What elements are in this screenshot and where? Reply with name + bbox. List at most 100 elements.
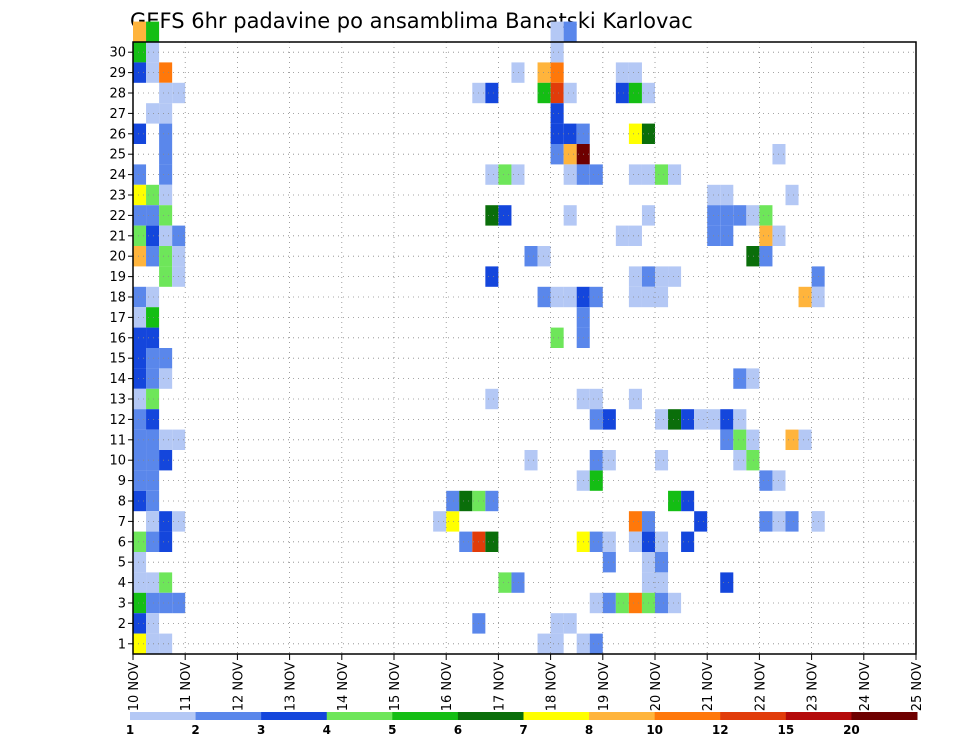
y-tick-label: 1 [118,637,126,652]
precip-cell [746,368,760,389]
precip-cell [655,592,669,614]
precip-cell [733,429,747,450]
colorbar-swatch [851,712,918,720]
precip-cell [537,286,551,308]
precip-cell [759,225,773,246]
precip-cell [589,470,603,491]
precip-cell [485,490,499,512]
precip-cell [746,205,760,226]
colorbar-swatch [392,712,459,720]
precip-cell [133,348,147,369]
precip-cell [602,592,616,614]
precip-cell [159,62,173,83]
precip-cell [498,205,512,226]
precip-cell [681,490,695,512]
precip-cell [550,286,564,308]
precip-cell [146,633,160,654]
precip-cell [146,470,160,491]
precip-cell [589,409,603,430]
precip-cell [133,42,147,63]
precip-cell [133,592,147,614]
precip-cell [159,205,173,226]
colorbar-label: 15 [777,723,794,737]
precip-cell [733,450,747,471]
precip-cell [720,429,734,450]
precip-cell [550,144,564,165]
colorbar-swatch [523,712,590,720]
precip-cell [628,286,642,308]
precip-cell [146,490,160,512]
x-tick-label: 17 NOV [492,662,507,711]
y-tick-label: 26 [109,127,126,142]
precip-cell [133,470,147,491]
precip-cell [589,286,603,308]
precip-cell [602,450,616,471]
colorbar-label: 1 [126,723,134,737]
y-tick-label: 9 [118,474,126,489]
x-tick-label: 25 NOV [910,662,925,711]
precip-cell [133,531,147,552]
precip-cell [133,552,147,573]
y-tick-label: 22 [109,209,126,224]
colorbar-swatch [261,712,328,720]
precip-cell [759,511,773,532]
y-tick-label: 21 [109,229,126,244]
chart-title: GEFS 6hr padavine po ansamblima Banatski… [130,9,693,33]
x-tick-label: 21 NOV [701,662,716,711]
precip-cell [498,164,512,185]
precip-cell [146,388,160,410]
precip-cell [694,409,708,430]
y-tick-label: 14 [109,372,126,387]
precip-cell [681,409,695,430]
precip-cell [628,266,642,287]
precip-cell [485,388,499,410]
y-tick-label: 7 [118,515,126,530]
precip-cell [146,613,160,634]
colorbar-label: 8 [585,723,593,737]
precip-cell [694,511,708,532]
precip-cell [146,184,160,206]
precip-cell [628,62,642,83]
precip-cell [655,572,669,593]
precip-cell [133,409,147,430]
precip-cell [615,225,629,246]
precip-cell [133,327,147,348]
y-tick-label: 2 [118,617,126,632]
precip-cell [146,592,160,614]
y-tick-label: 15 [109,352,126,367]
precip-cell [133,246,147,267]
x-tick-label: 22 NOV [753,662,768,711]
x-tick-label: 10 NOV [127,662,142,711]
precip-cell [133,368,147,389]
precip-cell [446,511,460,532]
precip-cell [485,531,499,552]
precip-cell [146,246,160,267]
precip-cell [655,531,669,552]
precip-cell [589,450,603,471]
plot-frame [132,41,917,655]
y-tick-label: 3 [118,597,126,612]
y-tick-label: 19 [109,270,126,285]
precip-cell [133,164,147,185]
precip-cell [146,327,160,348]
precip-cell [615,62,629,83]
precip-cell [615,592,629,614]
precip-cell [628,388,642,410]
precip-cell [589,633,603,654]
precip-cell [589,531,603,552]
precip-cell [550,82,564,104]
y-tick-label: 30 [109,46,126,61]
precip-cell [668,409,682,430]
precip-cell [589,388,603,410]
precip-cell [563,205,577,226]
precip-cell [563,164,577,185]
colorbar-label: 4 [323,723,331,737]
y-tick-label: 28 [109,87,126,102]
precip-cell [720,184,734,206]
x-axis: 10 NOV 11 NOV 12 NOV 13 NOV 14 NOV 15 NOV 16 N… [127,654,925,711]
precip-cell [628,123,642,144]
precip-cell [133,490,147,512]
precip-cell [550,123,564,144]
precip-cell [733,409,747,430]
y-axis: 1234567891011121314151617181920212223242… [109,46,133,652]
